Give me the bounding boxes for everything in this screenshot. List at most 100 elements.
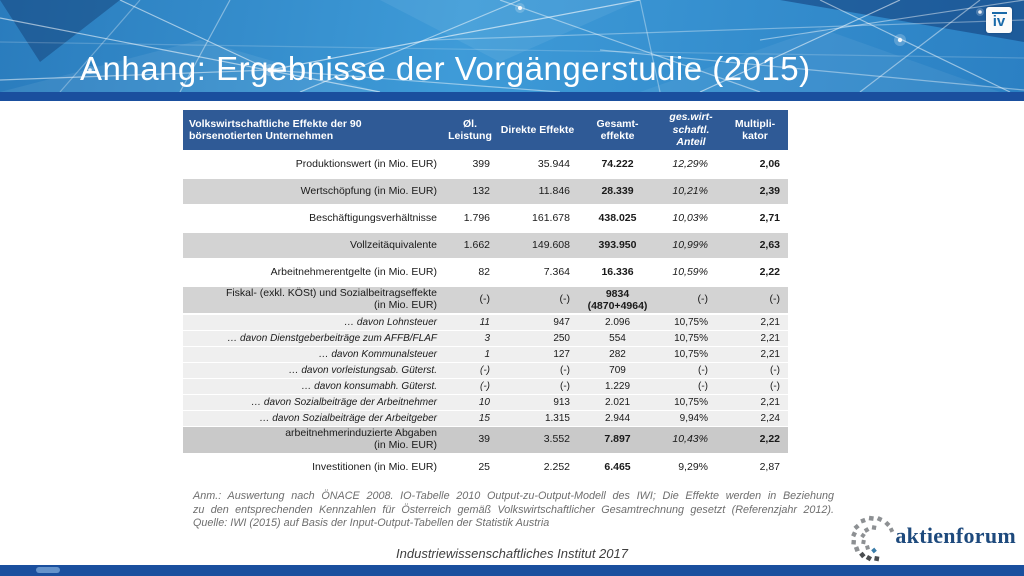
row-label: … davon vorleistungsab. Güterst. — [288, 364, 437, 376]
title-banner: Anhang: Ergebnisse der Vorgängerstudie (… — [0, 0, 1024, 92]
row-value: 399 — [472, 157, 490, 170]
row-value: 2,87 — [759, 460, 780, 473]
table-row: … davon Dienstgeberbeiträge zum AFFB/FLA… — [183, 331, 788, 347]
row-value: 16.336 — [601, 265, 634, 278]
row-label: arbeitnehmerinduzierte Abgaben (in Mio. … — [285, 427, 437, 451]
table-row: … davon vorleistungsab. Güterst. (-) (-) 70… — [183, 363, 788, 379]
row-value: 2,22 — [759, 265, 780, 278]
row-label: … davon Sozialbeiträge der Arbeitgeber — [259, 412, 437, 424]
row-value: 947 — [553, 316, 570, 328]
row-label: Beschäftigungsverhältnisse — [309, 211, 437, 224]
table-row: … davon Sozialbeiträge der Arbeitnehmer 1… — [183, 395, 788, 411]
aktienforum-logo-text: aktienforum — [895, 523, 1016, 548]
page-title: Anhang: Ergebnisse der Vorgängerstudie (… — [80, 50, 811, 87]
table-row: arbeitnehmerinduzierte Abgaben (in Mio. … — [183, 427, 788, 455]
page-number-smudge — [36, 567, 60, 573]
table-row: … davon Sozialbeiträge der Arbeitgeber 15… — [183, 411, 788, 427]
row-value: 15 — [478, 412, 490, 424]
banner-divider — [0, 92, 1024, 101]
row-label: Wertschöpfung (in Mio. EUR) — [300, 184, 437, 197]
row-value: 2,24 — [760, 412, 780, 424]
table-row: … davon Lohnsteuer 11 947 2.096 10,75% 2,21 — [183, 315, 788, 331]
table-row: Wertschöpfung (in Mio. EUR) 132 11.846 28.3… — [183, 179, 788, 206]
row-value: 7.897 — [604, 433, 631, 446]
row-value: 3.552 — [543, 433, 570, 446]
iv-logo-bar — [991, 11, 1007, 14]
column-header-direkte-effekte: Direkte Effekte — [500, 123, 575, 136]
row-value: 250 — [553, 332, 570, 344]
row-value: 2,21 — [760, 396, 780, 408]
row-value: 10,75% — [674, 348, 708, 360]
row-value: (-) — [697, 293, 709, 306]
aktienforum-logo: aktienforum — [847, 508, 1016, 564]
row-value: 2,71 — [759, 211, 780, 224]
row-value: 2,06 — [759, 157, 780, 170]
row-value: 11 — [479, 316, 490, 328]
row-value: 10,99% — [672, 238, 708, 251]
iv-logo-text: iv — [992, 12, 1006, 30]
row-value: 127 — [553, 348, 570, 360]
row-label: … davon Lohnsteuer — [344, 316, 437, 328]
row-value: (-) — [770, 380, 780, 392]
row-value: 709 — [609, 364, 626, 376]
row-value: 10,21% — [672, 184, 708, 197]
row-value: 11.846 — [538, 184, 570, 197]
row-value: 3 — [484, 332, 490, 344]
row-value: 438.025 — [598, 211, 637, 224]
row-value: 2.096 — [604, 316, 631, 328]
row-value: 2,22 — [759, 433, 780, 446]
row-value: 2.944 — [604, 412, 631, 424]
table-body: Produktionswert (in Mio. EUR) 399 35.944 74… — [183, 152, 788, 482]
row-value: 9834 (4870+4964) — [587, 287, 648, 312]
row-value: 39 — [478, 433, 490, 446]
row-label: Produktionswert (in Mio. EUR) — [295, 157, 437, 170]
source-note-line: Quelle: IWI (2015) auf Basis der Input-O… — [193, 517, 550, 529]
row-value: 554 — [609, 332, 626, 344]
bottom-bar — [0, 565, 1024, 576]
row-value: 6.465 — [604, 460, 631, 473]
source-note: Anm.: Auswertung nach ÖNACE 2008. IO-Tab… — [193, 490, 834, 531]
column-header-multiplikator: Multipli- kator — [734, 117, 776, 142]
row-label: Fiskal- (exkl. KÖSt) und Sozialbeitragse… — [225, 287, 437, 311]
row-value: 2,21 — [760, 348, 780, 360]
row-value: 2.252 — [543, 460, 570, 473]
row-value: (-) — [559, 293, 571, 306]
network-mesh-graphic — [0, 0, 1024, 92]
row-value: (-) — [770, 364, 780, 376]
table-header: Volkswirtschaftliche Effekte der 90 börs… — [183, 110, 788, 152]
iv-logo: iv — [986, 7, 1012, 33]
row-value: 7.364 — [543, 265, 570, 278]
row-value: 2,21 — [760, 316, 780, 328]
row-value: 282 — [609, 348, 626, 360]
table-row: Fiskal- (exkl. KÖSt) und Sozialbeitragse… — [183, 287, 788, 315]
row-value: (-) — [480, 380, 490, 392]
row-label: … davon Dienstgeberbeiträge zum AFFB/FLA… — [227, 332, 437, 344]
row-value: (-) — [560, 364, 570, 376]
row-value: 74.222 — [601, 157, 634, 170]
table-header-title: Volkswirtschaftliche Effekte der 90 börs… — [189, 117, 362, 142]
aktienforum-logo-icon — [851, 515, 895, 562]
row-value: 10,43% — [672, 433, 708, 446]
row-value: 149.608 — [532, 238, 570, 251]
row-label: … davon konsumabh. Güterst. — [301, 380, 437, 392]
table-row: Produktionswert (in Mio. EUR) 399 35.944 74… — [183, 152, 788, 179]
row-value: 10,03% — [672, 211, 708, 224]
source-note-line: zu den entsprechenden Kennzahlen für Öst… — [193, 503, 834, 516]
row-value: 1.315 — [544, 412, 570, 424]
row-value: 25 — [478, 460, 490, 473]
row-value: 10 — [478, 396, 490, 408]
column-header-gesamteffekte: Gesamt- effekte — [596, 117, 639, 142]
row-value: (-) — [698, 364, 708, 376]
table-row: Vollzeitäquivalente 1.662 149.608 393.950 10… — [183, 233, 788, 260]
row-value: (-) — [769, 293, 781, 306]
row-value: 132 — [472, 184, 490, 197]
row-value: 2.021 — [604, 396, 631, 408]
table-row: … davon konsumabh. Güterst. (-) (-) 1.229 (-… — [183, 379, 788, 395]
row-label: … davon Sozialbeiträge der Arbeitnehmer — [251, 396, 437, 408]
row-value: 1.229 — [604, 380, 631, 392]
table-row: Arbeitnehmerentgelte (in Mio. EUR) 82 7.36… — [183, 260, 788, 287]
table-row: Investitionen (in Mio. EUR) 25 2.252 6.465 9… — [183, 455, 788, 482]
row-value: 10,75% — [674, 316, 708, 328]
row-value: 10,75% — [674, 396, 708, 408]
